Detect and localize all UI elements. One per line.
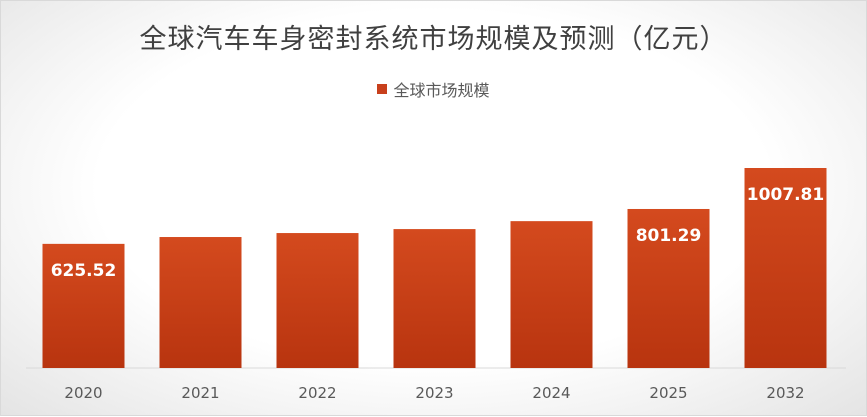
x-tick-label-2025: 2025 bbox=[649, 384, 687, 402]
x-tick-label-2032: 2032 bbox=[766, 384, 804, 402]
x-tick-label-2022: 2022 bbox=[298, 384, 336, 402]
data-label-2032: 1007.81 bbox=[747, 185, 824, 205]
x-tick-label-2020: 2020 bbox=[64, 384, 102, 402]
bar-2024 bbox=[510, 221, 593, 368]
chart-title: 全球汽车车身密封系统市场规模及预测（亿元） bbox=[139, 24, 728, 55]
legend-label: 全球市场规模 bbox=[393, 81, 490, 100]
bar-2032 bbox=[744, 168, 827, 368]
bar-2021 bbox=[159, 237, 242, 368]
x-tick-label-2024: 2024 bbox=[532, 384, 570, 402]
x-tick-label-2023: 2023 bbox=[415, 384, 453, 402]
data-label-2020: 625.52 bbox=[51, 261, 117, 281]
bar-2025 bbox=[627, 208, 710, 368]
bar-2020 bbox=[42, 243, 125, 368]
legend-swatch bbox=[377, 84, 388, 94]
bar-2022 bbox=[276, 233, 359, 368]
x-tick-label-2021: 2021 bbox=[181, 384, 219, 402]
legend: 全球市场规模 bbox=[1, 77, 866, 101]
bar-2023 bbox=[393, 229, 476, 368]
data-label-2025: 801.29 bbox=[636, 226, 702, 246]
